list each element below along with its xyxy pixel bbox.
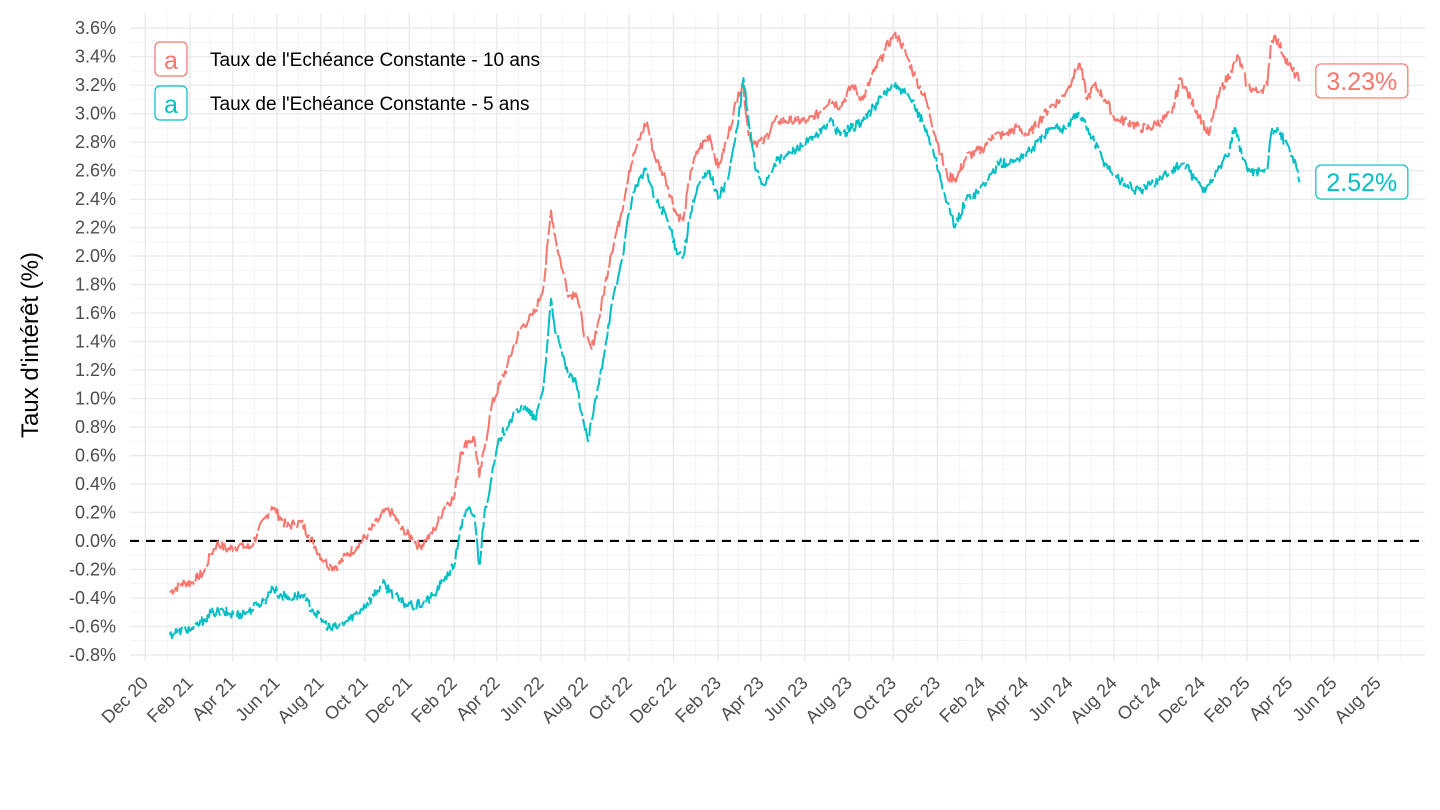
y-tick-label: 0.4%	[75, 474, 116, 494]
series-line	[168, 77, 1301, 640]
major-gridlines	[130, 14, 1425, 662]
y-axis-ticks: -0.8% -0.6% -0.4% -0.2% 0.0% 0.2% 0.4% 0.6% 0.8%…	[69, 18, 116, 665]
y-tick-label: 1.2%	[75, 360, 116, 380]
legend-key-glyph: a	[164, 91, 178, 119]
y-tick-label: 2.2%	[75, 218, 116, 238]
y-tick-label: 3.6%	[75, 18, 116, 38]
y-tick-label: -0.2%	[69, 559, 116, 579]
y-tick-label: 1.8%	[75, 275, 116, 295]
y-tick-label: -0.6%	[69, 616, 116, 636]
y-tick-label: -0.8%	[69, 645, 116, 665]
y-tick-label: 3.4%	[75, 47, 116, 67]
legend-label: Taux de l'Echéance Constante - 10 ans	[210, 50, 540, 71]
end-label-box	[1315, 63, 1409, 99]
y-tick-label: 2.6%	[75, 161, 116, 181]
y-tick-label: -0.4%	[69, 588, 116, 608]
y-axis-label: Taux d'intérêt (%)	[17, 252, 44, 438]
y-tick-label: 3.2%	[75, 75, 116, 95]
series-layer	[168, 31, 1301, 640]
end-label-box	[1315, 164, 1409, 200]
end-labels: 3.23% 2.52%	[1315, 63, 1409, 200]
legend: a Taux de l'Echéance Constante - 10 ans a T…	[154, 41, 540, 121]
y-tick-label: 2.8%	[75, 132, 116, 152]
y-tick-label: 1.0%	[75, 389, 116, 409]
legend-label: Taux de l'Echéance Constante - 5 ans	[210, 94, 529, 115]
y-tick-label: 0.8%	[75, 417, 116, 437]
y-tick-label: 0.6%	[75, 445, 116, 465]
y-tick-label: 1.6%	[75, 303, 116, 323]
y-tick-label: 3.0%	[75, 104, 116, 124]
y-tick-label: 2.0%	[75, 246, 116, 266]
y-tick-label: 1.4%	[75, 332, 116, 352]
legend-key-glyph: a	[164, 47, 178, 75]
minor-gridlines	[130, 14, 1425, 662]
legend-key-box	[154, 41, 188, 77]
end-label-value: 3.23%	[1326, 68, 1397, 96]
end-label-value: 2.52%	[1326, 169, 1397, 197]
y-tick-label: 0.0%	[75, 531, 116, 551]
y-tick-label: 2.4%	[75, 189, 116, 209]
legend-key-box	[154, 85, 188, 121]
y-tick-label: 0.2%	[75, 502, 116, 522]
series-line	[169, 31, 1301, 595]
